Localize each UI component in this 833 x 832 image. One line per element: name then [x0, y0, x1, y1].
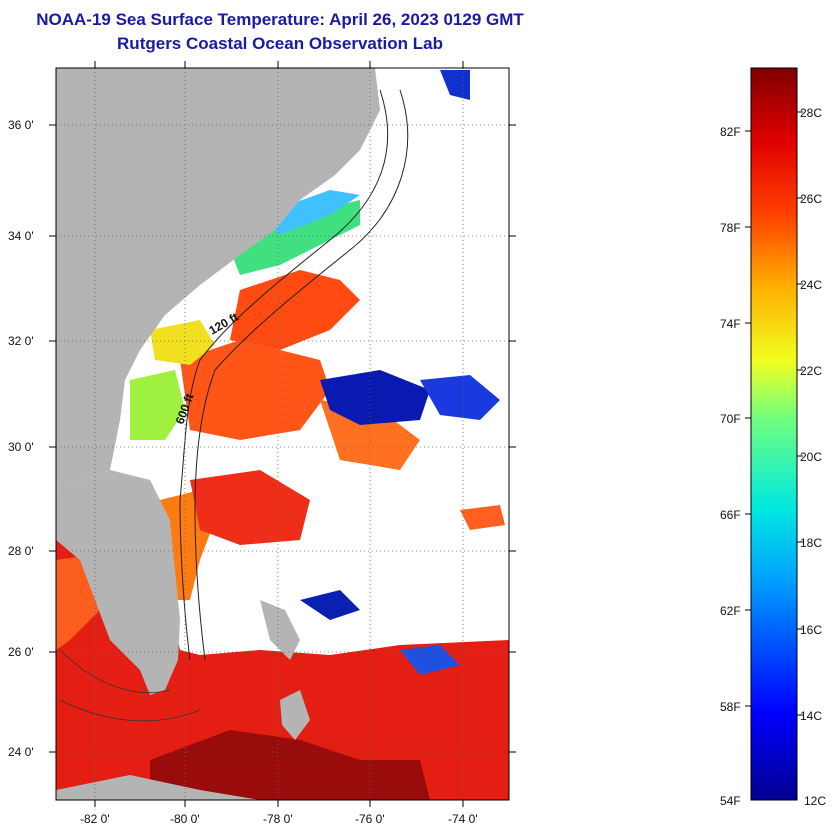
map-frame — [55, 67, 510, 801]
colorbar-f-label-78: 78F — [720, 221, 741, 235]
tick-marks — [49, 61, 516, 807]
lat-label-28: 28 0' — [8, 544, 34, 558]
lon-label-78: -78 0' — [263, 812, 293, 826]
bahamas-land — [260, 600, 300, 660]
colorbar-f-label-82: 82F — [720, 125, 741, 139]
chart-title: NOAA-19 Sea Surface Temperature: April 2… — [36, 10, 524, 29]
colorbar-c-label-12: 12C — [804, 794, 826, 808]
gulf-water — [56, 530, 509, 800]
colorbar-c-label-18: 18C — [800, 536, 822, 550]
lat-label-24: 24 0' — [8, 745, 34, 759]
lat-label-36: 36 0' — [8, 118, 34, 132]
shelf-warm-mid — [180, 340, 330, 440]
colorbar-f-label-54: 54F — [720, 794, 741, 808]
colorbar-f-label-62: 62F — [720, 604, 741, 618]
colorbar-f-label-74: 74F — [720, 317, 741, 331]
colorbar-f-label-70: 70F — [720, 412, 741, 426]
shelf-warm-north — [230, 270, 360, 350]
north-blue-patch — [440, 70, 470, 100]
cuba-land — [56, 775, 260, 800]
colorbar-c-label-26: 26C — [800, 192, 822, 206]
colorbar-c-label-28: 28C — [800, 106, 822, 120]
coastal-yellow — [150, 320, 215, 365]
colorbar-f-label-58: 58F — [720, 700, 741, 714]
colorbar-c-label-16: 16C — [800, 623, 822, 637]
colorbar — [750, 67, 798, 801]
lat-label-26: 26 0' — [8, 645, 34, 659]
offshore-cold — [320, 370, 430, 425]
colorbar-ticks — [745, 111, 803, 716]
isobath-120ft — [179, 89, 389, 661]
lon-label-82: -82 0' — [80, 812, 110, 826]
cold-scatter-2 — [400, 645, 460, 675]
lat-label-32: 32 0' — [8, 334, 34, 348]
florida-peninsula — [56, 470, 180, 695]
lon-label-74: -74 0' — [448, 812, 478, 826]
colorbar-f-label-66: 66F — [720, 508, 741, 522]
cold-scatter-1 — [300, 590, 360, 620]
lat-label-34: 34 0' — [8, 229, 34, 243]
offshore-orange-east — [460, 505, 505, 530]
lat-label-30: 30 0' — [8, 440, 34, 454]
colorbar-c-label-14: 14C — [800, 709, 822, 723]
carolina-cyan — [260, 190, 360, 235]
lon-label-76: -76 0' — [355, 812, 385, 826]
isobath-gulf — [59, 649, 201, 722]
us-land — [56, 68, 380, 490]
chart-subtitle: Rutgers Coastal Ocean Observation Lab — [117, 34, 443, 53]
andros-land — [280, 690, 310, 740]
isobath-600ft — [194, 89, 409, 661]
shelf-warm-south — [190, 470, 310, 545]
coastal-green-south — [130, 370, 185, 440]
map-panel: 120 ft 600 ft — [56, 68, 509, 800]
lon-label-80: -80 0' — [170, 812, 200, 826]
carolina-cool — [230, 200, 360, 275]
offshore-cold-2 — [420, 375, 500, 420]
colorbar-c-label-22: 22C — [800, 364, 822, 378]
colorbar-c-label-24: 24C — [800, 278, 822, 292]
caribbean-warm — [150, 730, 430, 800]
colorbar-c-label-20: 20C — [800, 450, 822, 464]
